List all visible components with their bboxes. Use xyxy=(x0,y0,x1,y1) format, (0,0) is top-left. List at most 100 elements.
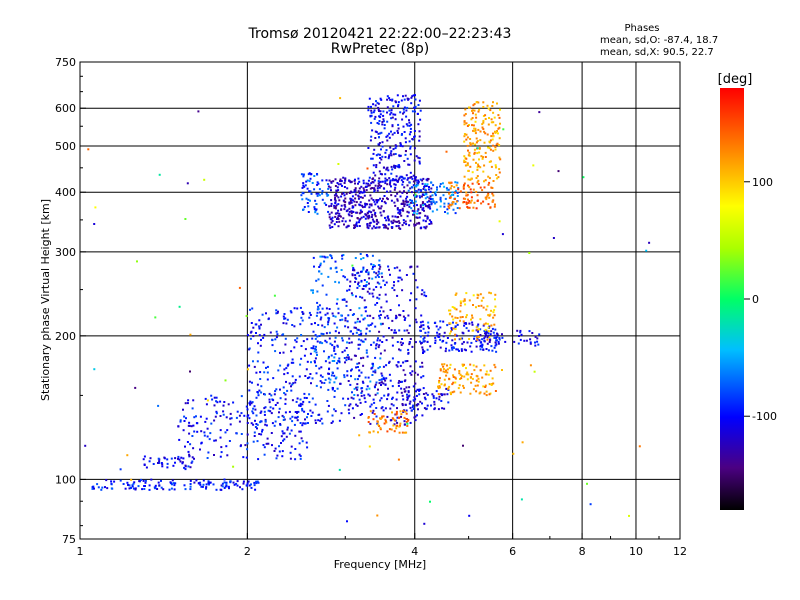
data-point xyxy=(263,333,266,336)
data-point xyxy=(463,120,466,123)
data-point xyxy=(376,302,379,304)
data-point xyxy=(242,480,245,483)
data-point xyxy=(317,192,320,195)
data-point xyxy=(443,363,446,366)
data-point xyxy=(250,330,253,333)
data-point xyxy=(424,188,427,191)
data-point xyxy=(362,179,365,182)
data-point xyxy=(320,417,323,420)
data-point xyxy=(391,124,394,127)
data-point xyxy=(439,346,442,349)
data-point xyxy=(275,330,278,333)
data-point xyxy=(305,441,308,444)
data-point xyxy=(437,385,439,388)
data-point xyxy=(427,200,430,203)
data-point xyxy=(378,207,381,210)
data-point xyxy=(317,182,320,185)
data-point xyxy=(327,187,330,190)
data-point xyxy=(381,141,384,144)
data-point xyxy=(470,199,473,202)
data-point xyxy=(362,187,365,190)
data-point xyxy=(298,430,301,433)
data-point xyxy=(207,451,210,454)
data-point xyxy=(404,317,407,320)
data-point xyxy=(378,181,381,184)
data-point xyxy=(355,201,358,204)
data-point xyxy=(343,182,346,184)
data-point xyxy=(493,336,496,339)
data-point xyxy=(270,394,273,397)
data-point xyxy=(381,173,383,176)
data-point xyxy=(192,424,195,427)
data-point xyxy=(313,265,315,268)
data-point xyxy=(224,431,227,434)
data-point xyxy=(425,225,428,228)
data-point xyxy=(360,332,363,335)
data-point xyxy=(466,163,469,166)
data-point xyxy=(191,407,194,410)
data-point xyxy=(363,279,366,282)
data-point xyxy=(450,346,453,349)
data-point xyxy=(488,393,491,396)
data-point xyxy=(327,185,330,188)
data-point xyxy=(375,166,378,169)
data-point xyxy=(356,211,359,214)
data-point xyxy=(367,416,370,418)
data-point xyxy=(367,273,370,276)
data-point xyxy=(383,378,386,380)
data-point xyxy=(423,336,426,339)
data-point xyxy=(344,220,347,223)
data-point xyxy=(407,189,410,192)
data-point xyxy=(445,187,448,190)
data-point xyxy=(366,212,369,215)
data-point xyxy=(369,405,372,408)
data-point xyxy=(469,363,472,366)
data-point xyxy=(311,182,314,184)
data-point xyxy=(370,203,373,206)
data-point xyxy=(421,365,424,368)
data-point xyxy=(414,98,417,101)
data-point xyxy=(357,195,360,198)
data-point xyxy=(356,394,359,397)
data-point xyxy=(439,368,442,371)
data-point xyxy=(401,380,403,383)
data-point xyxy=(382,279,385,282)
data-point xyxy=(434,192,437,195)
data-point xyxy=(179,460,182,463)
data-point xyxy=(475,161,477,164)
data-point xyxy=(347,224,350,227)
data-point xyxy=(296,415,299,418)
data-point xyxy=(529,364,532,367)
data-point xyxy=(469,138,472,140)
data-point xyxy=(475,207,478,210)
data-point xyxy=(397,103,400,106)
data-point xyxy=(225,482,228,485)
data-point xyxy=(477,179,480,182)
data-point xyxy=(375,218,378,221)
data-point xyxy=(386,106,389,109)
data-point xyxy=(399,175,402,178)
data-point xyxy=(418,160,421,163)
data-point xyxy=(382,110,385,113)
data-point xyxy=(387,218,390,221)
data-point xyxy=(349,197,352,200)
data-point xyxy=(328,224,331,227)
data-point xyxy=(137,485,140,488)
data-point xyxy=(400,144,402,147)
data-point xyxy=(451,201,454,204)
data-point xyxy=(384,407,387,410)
data-point xyxy=(300,316,303,319)
data-point xyxy=(235,416,238,419)
data-point xyxy=(482,128,485,130)
data-point xyxy=(377,431,379,434)
data-point xyxy=(415,155,418,158)
data-point xyxy=(279,423,282,425)
data-point xyxy=(422,177,425,180)
data-point xyxy=(383,187,386,190)
data-point xyxy=(294,378,297,381)
data-point xyxy=(199,481,202,484)
data-point xyxy=(416,286,419,289)
data-point xyxy=(427,205,430,207)
data-point xyxy=(411,138,414,140)
data-point xyxy=(323,260,326,263)
